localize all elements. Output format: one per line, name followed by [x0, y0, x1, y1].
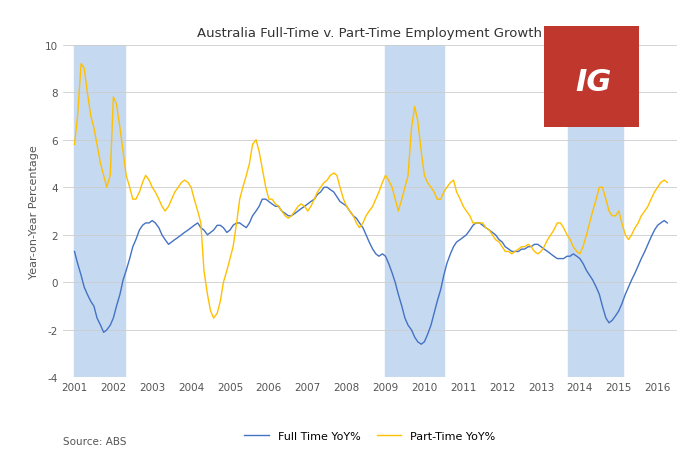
Part-Time YoY% [306, 204, 315, 210]
Full Time YoY% [660, 218, 669, 224]
Part-Time YoY% [70, 142, 79, 148]
Line: Full Time YoY%: Full Time YoY% [75, 188, 667, 344]
Line: Part-Time YoY%: Part-Time YoY% [75, 65, 667, 318]
Full Time YoY% [300, 204, 309, 210]
Full Time YoY% [77, 273, 85, 278]
Full Time YoY% [653, 223, 662, 228]
Legend: Full Time YoY%, Part-Time YoY%: Full Time YoY%, Part-Time YoY% [240, 426, 500, 445]
Part-Time YoY% [663, 180, 671, 186]
Bar [385, 46, 444, 378]
Bar [568, 46, 623, 378]
Full Time YoY% [320, 185, 328, 191]
Part-Time YoY% [80, 66, 89, 72]
Full Time YoY% [417, 342, 426, 347]
Text: Source: ABS: Source: ABS [63, 436, 126, 446]
Part-Time YoY% [349, 213, 357, 219]
Part-Time YoY% [77, 62, 85, 67]
Text: IG: IG [575, 68, 611, 97]
Part-Time YoY% [278, 209, 286, 214]
Full Time YoY% [346, 209, 354, 214]
Full Time YoY% [663, 221, 671, 226]
Title: Australia Full-Time v. Part-Time Employment Growth: Australia Full-Time v. Part-Time Employm… [198, 27, 542, 40]
Part-Time YoY% [653, 185, 662, 191]
Full Time YoY% [272, 204, 280, 210]
Part-Time YoY% [660, 178, 669, 183]
Y-axis label: Year-on-Year Percentage: Year-on-Year Percentage [29, 145, 39, 278]
Part-Time YoY% [209, 316, 218, 321]
Bar [75, 46, 125, 378]
Full Time YoY% [70, 249, 79, 255]
